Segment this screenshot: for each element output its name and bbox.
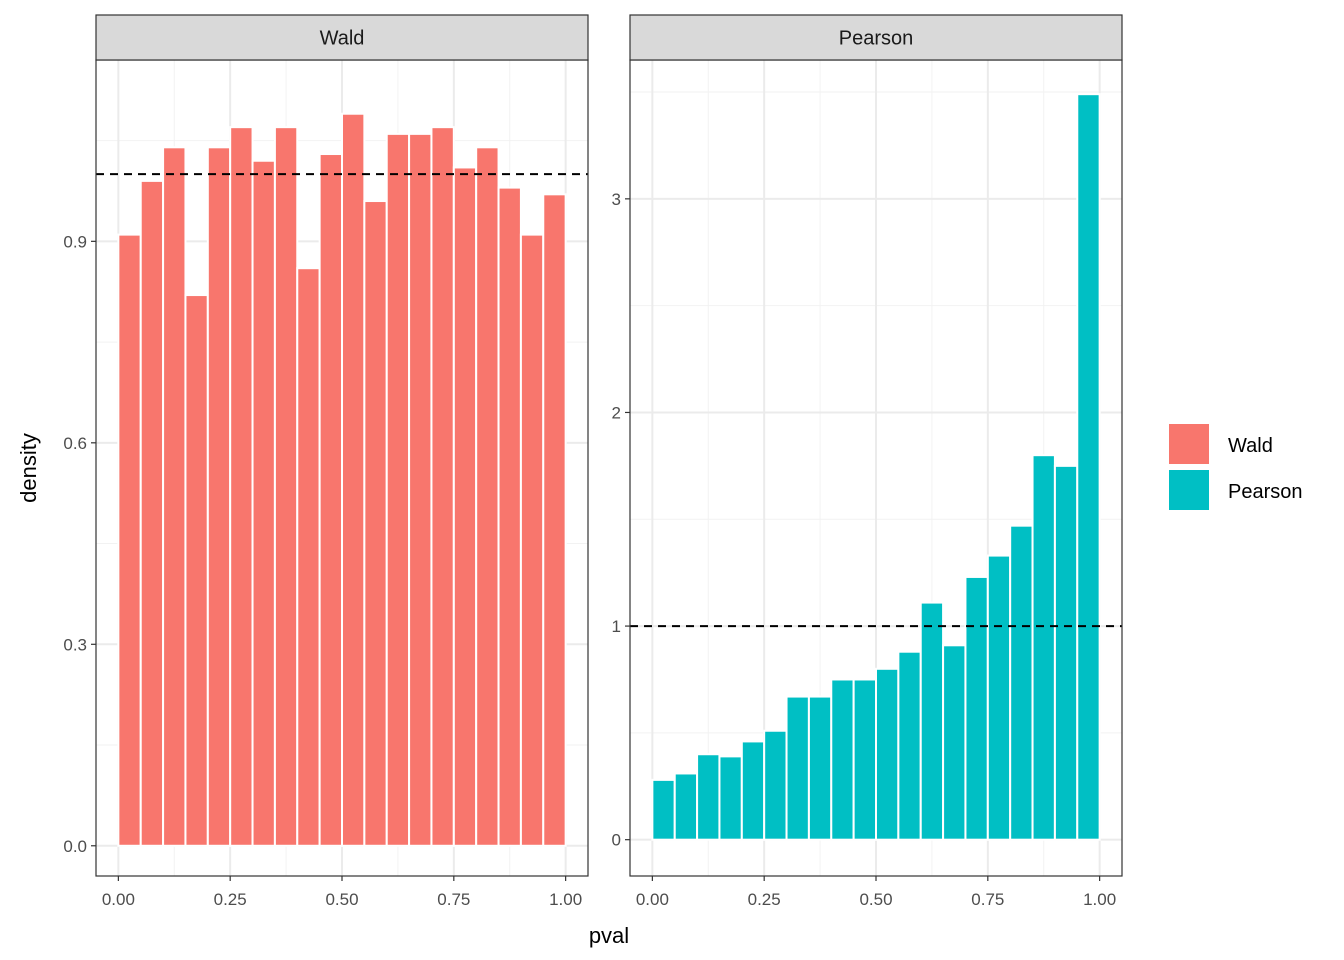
bar-wald-13 (385, 132, 411, 847)
bar-wald-10 (318, 153, 343, 847)
panel-wald: Wald 0.0 0.3 0.6 0.9 0.00 0.25 0.50 0.75 1.00 (63, 14, 589, 909)
x-axis-title: pval (589, 923, 629, 948)
bar-pearson-9 (830, 678, 855, 841)
bar-pearson-14 (942, 644, 967, 841)
bar-wald-11 (341, 112, 366, 847)
legend-label-pearson: Pearson (1228, 481, 1303, 503)
bar-wald-15 (430, 126, 455, 847)
x-tick-label: 0.50 (859, 890, 892, 909)
bar-wald-3 (162, 146, 187, 847)
bar-wald-2 (139, 179, 165, 847)
panel-pearson: Pearson 0 1 2 3 0.00 0.25 0.50 0.75 1.00 (612, 14, 1123, 909)
bar-wald-6 (229, 126, 254, 847)
bar-pearson-5 (740, 740, 766, 841)
facet-strip (629, 14, 1123, 61)
bar-pearson-8 (807, 695, 833, 841)
bar-pearson-15 (964, 575, 989, 841)
bar-pearson-11 (875, 667, 900, 841)
bar-wald-1 (117, 233, 142, 847)
bar-pearson-20 (1076, 93, 1101, 841)
facet-strip-label: Pearson (839, 28, 914, 50)
y-tick-label: 0.9 (63, 232, 87, 251)
bar-wald-5 (206, 146, 232, 847)
x-tick-label: 0.00 (636, 890, 669, 909)
y-tick-label: 0 (612, 831, 621, 850)
facet-strip (95, 14, 589, 61)
bar-pearson-13 (919, 601, 945, 841)
bar-wald-16 (452, 166, 478, 847)
x-tick-label: 0.50 (325, 890, 358, 909)
bar-wald-19 (519, 233, 545, 847)
y-tick-label: 0.6 (63, 434, 87, 453)
bar-pearson-19 (1053, 464, 1079, 841)
facet-strip-label: Wald (320, 28, 365, 50)
bar-pearson-4 (718, 755, 743, 841)
bar-pearson-6 (763, 729, 788, 841)
bar-pearson-10 (852, 678, 877, 841)
bar-pearson-7 (785, 695, 810, 841)
x-tick-label: 1.00 (549, 890, 582, 909)
bar-pearson-16 (986, 554, 1012, 841)
bar-wald-18 (497, 186, 522, 847)
x-tick-label: 0.25 (748, 890, 781, 909)
bar-pearson-3 (696, 753, 721, 841)
y-tick-label: 0.3 (63, 635, 87, 654)
bar-pearson-2 (673, 772, 699, 841)
bar-pearson-18 (1031, 454, 1056, 841)
bar-wald-20 (542, 193, 567, 847)
bar-pearson-17 (1009, 524, 1034, 841)
bar-pearson-1 (651, 778, 676, 841)
y-axis-title: density (16, 433, 41, 503)
bar-wald-12 (363, 200, 388, 847)
x-tick-label: 0.25 (214, 890, 247, 909)
x-tick-label: 0.75 (971, 890, 1004, 909)
x-tick-label: 1.00 (1083, 890, 1116, 909)
bar-pearson-12 (897, 650, 922, 841)
bar-wald-9 (296, 267, 321, 847)
x-tick-label: 0.75 (437, 890, 470, 909)
bar-wald-8 (273, 126, 299, 847)
y-tick-label: 2 (612, 403, 621, 422)
y-tick-label: 0.0 (63, 837, 87, 856)
bar-wald-4 (184, 294, 209, 847)
bar-wald-17 (475, 146, 500, 847)
legend-label-wald: Wald (1228, 435, 1273, 457)
y-tick-label: 1 (612, 617, 621, 636)
legend: Wald Pearson (1169, 424, 1303, 510)
x-tick-label: 0.00 (102, 890, 135, 909)
legend-key-wald (1169, 424, 1209, 464)
y-tick-label: 3 (612, 190, 621, 209)
legend-key-pearson (1169, 470, 1209, 510)
bar-wald-14 (408, 132, 433, 847)
bar-wald-7 (251, 159, 276, 847)
